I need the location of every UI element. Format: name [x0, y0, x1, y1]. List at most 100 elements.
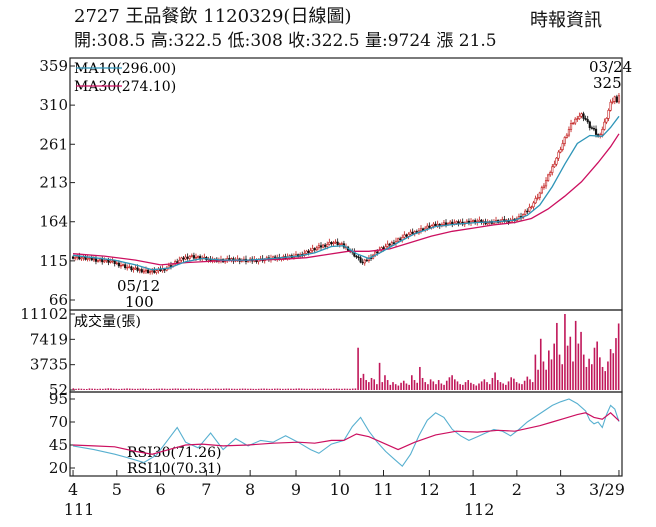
volume-bar	[400, 382, 402, 390]
candle-body	[80, 257, 83, 260]
volume-bar	[435, 384, 437, 390]
volume-bar	[292, 388, 295, 390]
rsi-panel-frame	[69, 391, 623, 477]
candle-body	[184, 256, 187, 260]
volume-bar	[502, 383, 504, 390]
candle-body	[336, 241, 339, 245]
candle-body	[382, 247, 385, 250]
candle-body	[478, 219, 481, 222]
rsi10-legend: RSI10(70.31)	[127, 461, 221, 477]
volume-bar	[617, 323, 620, 390]
rsi-tick-label: 20	[49, 459, 68, 477]
volume-bar	[580, 331, 582, 390]
volume-bar	[217, 388, 220, 390]
volume-bar	[427, 384, 429, 390]
volume-bar	[612, 353, 615, 390]
candle-body	[355, 255, 358, 258]
candle-body	[567, 129, 571, 136]
candle-body	[121, 264, 125, 266]
candle-body	[146, 269, 150, 273]
candle-body	[538, 192, 541, 198]
volume-bar	[491, 377, 494, 390]
volume-bar	[139, 388, 142, 390]
x-tick-label: 11	[373, 480, 393, 499]
candle-body	[586, 119, 589, 123]
candle-body	[169, 265, 173, 267]
candle-body	[572, 122, 575, 125]
candle-body	[582, 113, 585, 119]
volume-bar	[231, 388, 233, 390]
volume-bar	[137, 388, 139, 390]
volume-bar	[233, 388, 236, 390]
candle-body	[388, 243, 391, 246]
x-year-label: 111	[64, 500, 95, 519]
volume-bar	[263, 388, 265, 390]
volume-label: 成交量(張)	[74, 313, 141, 330]
rsi-tick-label: 45	[49, 436, 68, 454]
moving-averages	[72, 67, 620, 271]
volume-bar	[265, 388, 268, 390]
volume-bar	[276, 388, 279, 390]
volume-bar	[478, 383, 480, 390]
volume-bar	[362, 373, 365, 390]
candle-body	[386, 243, 389, 247]
candle-body	[555, 157, 558, 165]
volume-bar	[451, 375, 453, 390]
x-tick-label: 10	[330, 480, 350, 499]
volume-bar	[341, 388, 343, 390]
volume-bar	[96, 388, 99, 390]
candle-body	[561, 143, 564, 150]
candle-body	[326, 244, 329, 247]
price-panel-frame	[69, 57, 623, 311]
volume-bar	[440, 383, 443, 390]
candle-body	[569, 123, 573, 130]
volume-bar	[85, 388, 88, 390]
volume-bar	[112, 388, 115, 390]
x-year-label: 112	[464, 500, 495, 519]
volume-bar	[94, 388, 96, 390]
candle-body	[584, 118, 587, 120]
volume-bar	[282, 388, 284, 390]
volume-bar	[394, 384, 397, 390]
volume-bar	[196, 388, 198, 390]
volume-bar	[467, 380, 470, 390]
candle-body	[115, 262, 118, 265]
volume-bar	[212, 388, 214, 390]
candle-body	[605, 118, 608, 123]
volume-bar	[365, 380, 367, 390]
volume-bar	[590, 364, 593, 390]
volume-bar	[77, 388, 80, 390]
volume-bar	[316, 388, 319, 390]
candle-body	[180, 257, 183, 261]
candle-body	[128, 266, 131, 268]
candle-body	[559, 149, 562, 153]
volume-bar	[244, 388, 247, 390]
volume-bar	[322, 388, 324, 390]
candle-body	[92, 258, 95, 261]
volume-bar	[359, 377, 362, 390]
candle-body	[117, 262, 120, 267]
candle-body	[361, 261, 364, 264]
volume-tick-label: 11102	[20, 305, 68, 323]
volume-bar	[486, 382, 488, 390]
volume-bar	[392, 382, 394, 390]
volume-bar	[185, 388, 187, 390]
volume-bar	[386, 380, 389, 390]
volume-bar	[593, 347, 596, 390]
volume-bar	[193, 388, 196, 390]
ma30-legend: MA30(274.10)	[74, 79, 176, 95]
volume-bar	[604, 371, 607, 390]
candle-body	[321, 244, 325, 248]
volume-bar	[126, 388, 128, 390]
volume-bar	[515, 382, 518, 390]
candle-body	[182, 257, 185, 260]
volume-bar	[411, 375, 413, 390]
candle-body	[176, 261, 179, 263]
volume-bar	[370, 377, 373, 390]
volume-bar	[228, 388, 230, 390]
candle-body	[592, 128, 596, 130]
candle-body	[74, 257, 77, 259]
volume-bar	[257, 388, 260, 390]
